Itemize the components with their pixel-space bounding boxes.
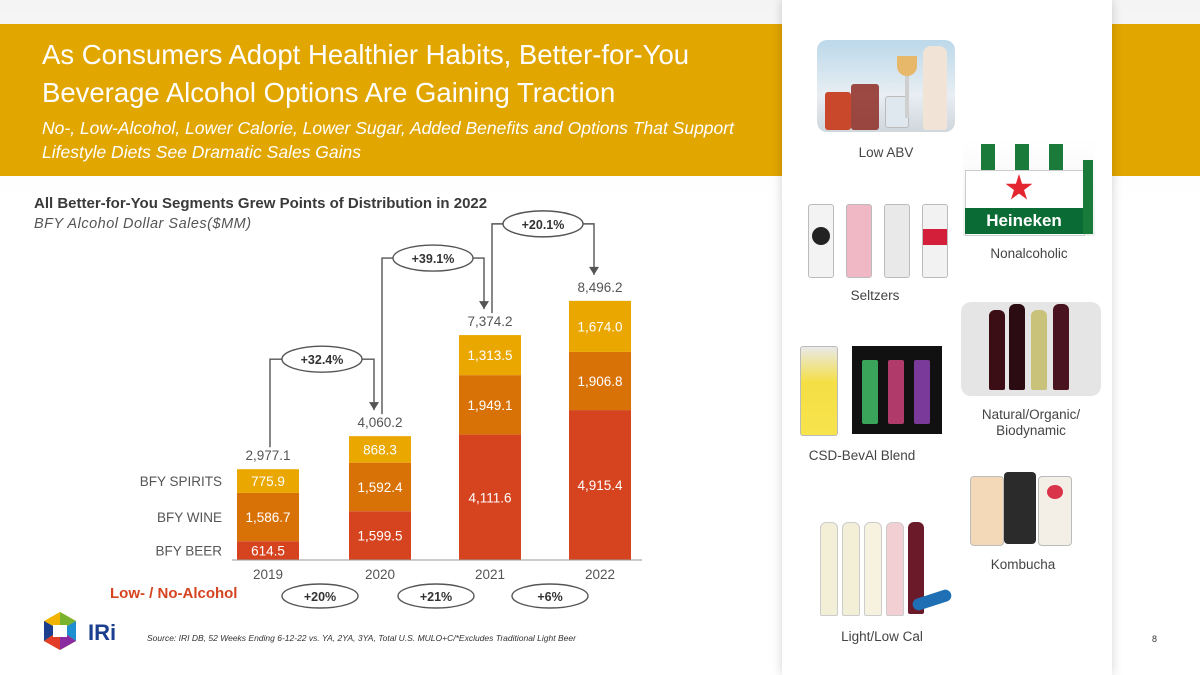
low-no-growth-label: +20%: [304, 590, 336, 604]
low-no-growth-oval: [281, 583, 359, 609]
stacked-bar-chart: 614.5 1,586.7 775.9 2,977.1 2019 1,599.5 1,592…: [140, 210, 642, 609]
arrowhead: [479, 301, 489, 310]
growth-label: +20.1%: [522, 218, 565, 232]
bar-value-label: 4,111.6: [468, 490, 511, 505]
bar-segment: [349, 462, 411, 512]
bar-segment: [459, 375, 521, 435]
bar-total-label: 8,496.2: [577, 280, 622, 295]
x-tick-label: 2020: [365, 567, 395, 582]
growth-oval: [281, 345, 363, 373]
low-no-alcohol-label: Low- / No-Alcohol: [110, 585, 238, 602]
light-wine-bottles-photo: [816, 520, 953, 616]
low-no-growth-label: +21%: [420, 590, 452, 604]
series-label: BFY BEER: [155, 544, 222, 559]
bar-value-label: 614.5: [251, 544, 285, 559]
low-abv-label: Low ABV: [858, 145, 914, 160]
bar-value-label: 775.9: [251, 474, 285, 489]
page-subtitle: No-, Low-Alcohol, Lower Calorie, Lower S…: [42, 118, 734, 162]
bar-value-label: 1,674.0: [577, 319, 622, 334]
bar-value-label: 1,949.1: [467, 398, 512, 413]
bar-segment: [237, 541, 299, 560]
kombucha-cans-photo: [970, 472, 1072, 546]
series-label: BFY WINE: [157, 510, 222, 525]
x-tick-label: 2019: [253, 567, 283, 582]
bar-segment: [237, 469, 299, 493]
wine-bottles-photo: [961, 302, 1101, 396]
seltzers-label: Seltzers: [850, 288, 900, 303]
bar-total-label: 4,060.2: [357, 415, 402, 430]
bar-total-label: 2,977.1: [245, 448, 290, 463]
growth-oval: [392, 244, 474, 272]
low-no-growth-oval: [397, 583, 475, 609]
iri-logo: IRi: [44, 612, 116, 650]
bar-segment: [569, 351, 631, 411]
x-tick-label: 2022: [585, 567, 615, 582]
bar-segment: [459, 335, 521, 376]
natural-organic-label: Natural/Organic/Biodynamic: [981, 407, 1081, 438]
bar-value-label: 868.3: [363, 442, 397, 457]
csd-cans-photo: [800, 346, 942, 436]
page-number: 8: [1152, 634, 1158, 644]
bar-value-label: 1,906.8: [577, 374, 622, 389]
x-tick-label: 2021: [475, 567, 505, 582]
arrowhead: [369, 402, 379, 411]
low-no-growth-label: +6%: [537, 590, 562, 604]
series-label: BFY SPIRITS: [140, 474, 222, 489]
page-title: As Consumers Adopt Healthier Habits, Bet…: [42, 39, 690, 108]
chart-title: All Better-for-You Segments Grew Points …: [34, 195, 488, 212]
chart-subtitle: BFY Alcohol Dollar Sales($MM): [34, 216, 252, 232]
bar-value-label: 1,599.5: [357, 529, 402, 544]
low-abv-drinks-photo: [817, 40, 955, 132]
bar-segment: [237, 492, 299, 542]
growth-label: +32.4%: [301, 353, 344, 367]
heineken-zero-photo: Heineken: [963, 140, 1095, 236]
light-low-cal-label: Light/Low Cal: [841, 629, 923, 644]
arrowhead: [589, 266, 599, 275]
bar-segment: [569, 300, 631, 352]
kombucha-label: Kombucha: [990, 557, 1056, 572]
bar-value-label: 4,915.4: [577, 478, 623, 493]
bar-value-label: 1,592.4: [357, 480, 403, 495]
nonalcoholic-label: Nonalcoholic: [990, 246, 1068, 261]
growth-oval: [502, 210, 584, 238]
growth-label: +39.1%: [412, 252, 455, 266]
bar-segment: [349, 436, 411, 463]
source-note: Source: IRI DB, 52 Weeks Ending 6-12-22 …: [147, 633, 576, 643]
svg-text:IRi: IRi: [88, 620, 116, 645]
bar-total-label: 7,374.2: [467, 314, 512, 329]
bar-segment: [349, 511, 411, 560]
csd-bevai-label: CSD-BevAl Blend: [808, 448, 916, 463]
low-no-growth-oval: [511, 583, 589, 609]
bar-segment: [569, 410, 631, 560]
bar-segment: [459, 434, 521, 560]
bar-value-label: 1,313.5: [467, 348, 512, 363]
seltzer-cans-photo: [806, 200, 948, 278]
bar-value-label: 1,586.7: [245, 510, 290, 525]
